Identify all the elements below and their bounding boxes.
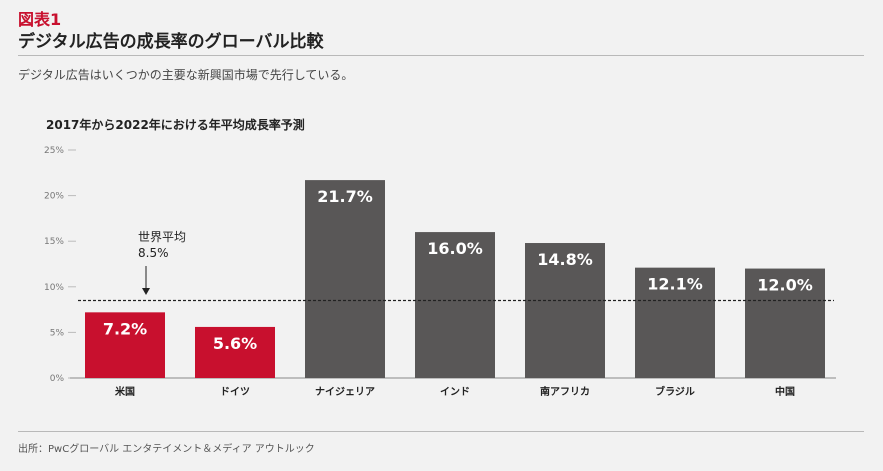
world-average-arrow-head (142, 288, 150, 295)
source-divider (18, 431, 864, 432)
bar-chart: 0% 5% 10% 15% 20% 25% 7.2% 米国 5.6% ドイツ 21.7% ナイジェリア… (44, 146, 836, 398)
category-label: ブラジル (655, 385, 695, 398)
bar-value-label: 5.6% (213, 334, 257, 353)
title-divider (18, 55, 864, 56)
category-label: ドイツ (220, 386, 250, 398)
category-label: 中国 (775, 385, 795, 398)
bar-value-label: 12.1% (647, 275, 703, 294)
world-average-value: 8.5% (138, 246, 169, 260)
category-label: インド (440, 386, 470, 398)
bar (85, 312, 165, 378)
bar (635, 267, 715, 378)
bar (195, 326, 275, 378)
figure-subtitle: デジタル広告はいくつかの主要な新興国市場で先行している。 (18, 68, 354, 82)
chart-title: 2017年から2022年における年平均成長率予測 (46, 118, 305, 132)
bar-value-label: 7.2% (103, 319, 147, 338)
category-label: ナイジェリア (315, 386, 375, 398)
figure-label: 図表1 (18, 10, 62, 29)
bar-value-label: 12.0% (757, 276, 813, 295)
y-tick-label: 10% (44, 283, 64, 293)
y-tick-label: 25% (44, 146, 64, 156)
y-tick-label: 0% (50, 374, 65, 384)
category-label: 南アフリカ (540, 385, 590, 398)
bar-value-label: 21.7% (317, 187, 373, 206)
source-note: 出所：PwCグローバル エンタテイメント＆メディア アウトルック (18, 444, 315, 455)
y-tick-label: 20% (44, 192, 64, 202)
world-average-label: 世界平均 (138, 230, 186, 244)
bar-value-label: 14.8% (537, 250, 593, 269)
y-tick-label: 5% (50, 328, 65, 338)
y-tick-label: 15% (44, 237, 64, 247)
bar (415, 232, 495, 378)
bar-value-label: 16.0% (427, 239, 483, 258)
bar (745, 268, 825, 378)
category-label: 米国 (115, 385, 135, 398)
bar (525, 243, 605, 378)
bar (305, 180, 385, 378)
figure-title: デジタル広告の成長率のグローバル比較 (18, 32, 324, 52)
